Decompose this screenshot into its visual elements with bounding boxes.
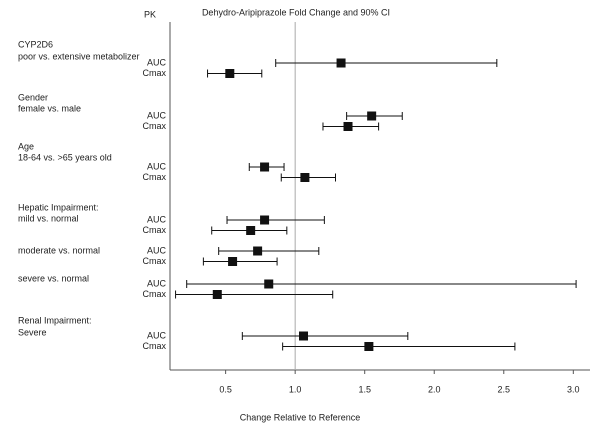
point-estimate — [253, 246, 263, 256]
point-estimate — [299, 331, 309, 341]
point-estimate — [260, 162, 270, 172]
point-estimate — [246, 226, 256, 235]
measure-label: Cmax — [142, 225, 166, 235]
x-tick-label: 1.5 — [358, 384, 371, 394]
point-estimate — [260, 215, 270, 225]
x-tick-label: 3.0 — [567, 384, 580, 394]
measure-label: AUC — [147, 278, 167, 288]
measure-label: Cmax — [142, 172, 166, 182]
chart-title: Dehydro-Aripiprazole Fold Change and 90%… — [202, 7, 390, 17]
point-estimate — [336, 58, 346, 68]
x-tick-label: 2.0 — [428, 384, 441, 394]
measure-label: AUC — [147, 245, 167, 255]
group-label: Renal Impairment: — [18, 315, 92, 325]
measure-label: Cmax — [142, 341, 166, 351]
measure-label: Cmax — [142, 121, 166, 131]
point-estimate — [264, 279, 274, 289]
point-estimate — [228, 257, 238, 266]
group-label: 18-64 vs. >65 years old — [18, 152, 112, 162]
x-tick-label: 2.5 — [498, 384, 511, 394]
point-estimate — [367, 111, 377, 121]
group-label: Severe — [18, 327, 47, 337]
x-tick-label: 0.5 — [219, 384, 232, 394]
group-label: Gender — [18, 92, 48, 102]
x-tick-label: 1.0 — [289, 384, 302, 394]
point-estimate — [212, 290, 222, 299]
group-label: moderate vs. normal — [18, 245, 100, 255]
group-label: severe vs. normal — [18, 273, 89, 283]
x-axis-label: Change Relative to Reference — [240, 412, 361, 422]
point-estimate — [300, 173, 310, 182]
measure-label: AUC — [147, 57, 167, 67]
measure-label: AUC — [147, 161, 167, 171]
group-label: CYP2D6 — [18, 39, 53, 49]
group-label: Age — [18, 141, 34, 151]
point-estimate — [343, 122, 353, 131]
column-header: PK — [144, 9, 156, 19]
measure-label: AUC — [147, 110, 167, 120]
point-estimate — [364, 342, 374, 351]
measure-label: Cmax — [142, 289, 166, 299]
measure-label: Cmax — [142, 256, 166, 266]
measure-label: AUC — [147, 330, 167, 340]
measure-label: AUC — [147, 214, 167, 224]
group-label: Hepatic Impairment: — [18, 202, 99, 212]
group-label: poor vs. extensive metabolizer — [18, 51, 140, 61]
measure-label: Cmax — [142, 68, 166, 78]
group-label: female vs. male — [18, 103, 81, 113]
point-estimate — [225, 69, 235, 78]
group-label: mild vs. normal — [18, 213, 79, 223]
